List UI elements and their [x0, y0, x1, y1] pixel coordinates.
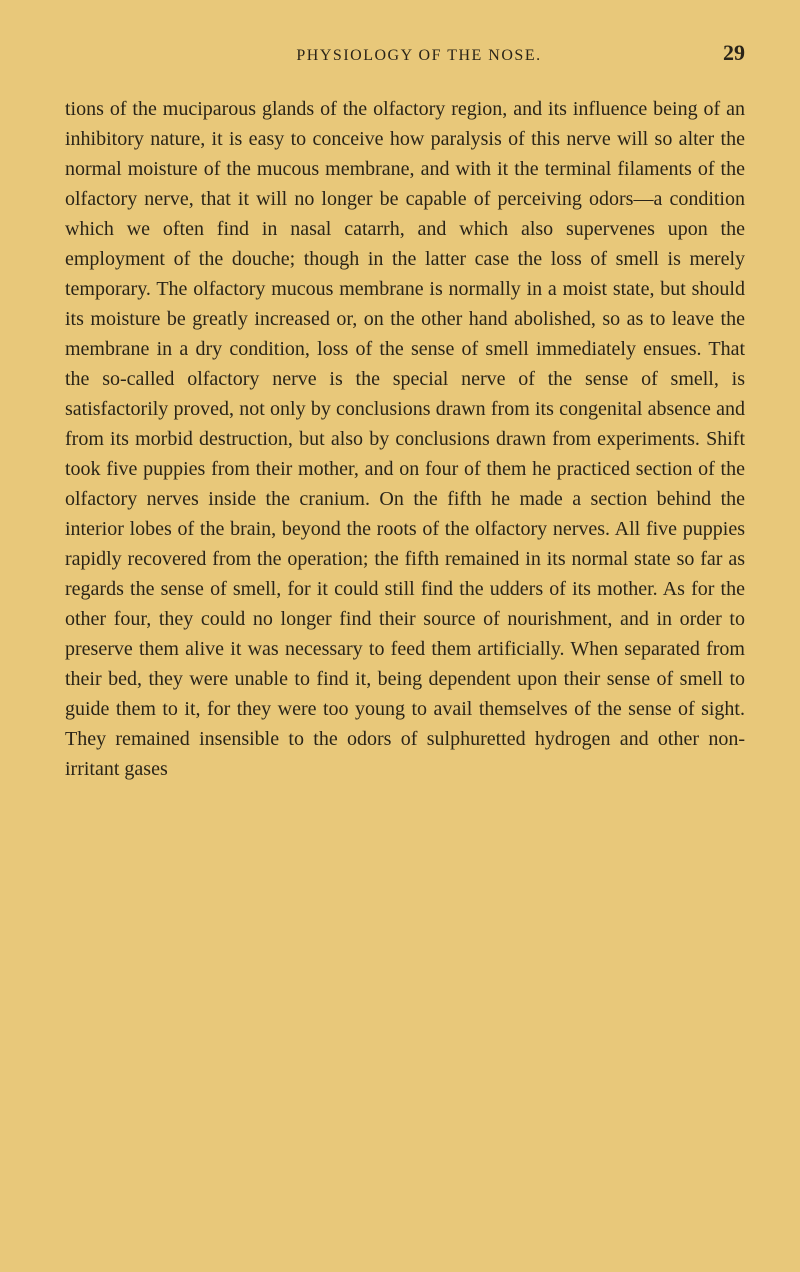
header-title: PHYSIOLOGY OF THE NOSE.	[115, 47, 723, 65]
document-page: PHYSIOLOGY OF THE NOSE. 29 tions of the …	[0, 0, 800, 1272]
body-text: tions of the muciparous glands of the ol…	[65, 94, 745, 784]
page-number: 29	[723, 40, 745, 66]
paragraph: tions of the muciparous glands of the ol…	[65, 94, 745, 784]
page-header: PHYSIOLOGY OF THE NOSE. 29	[65, 40, 745, 66]
